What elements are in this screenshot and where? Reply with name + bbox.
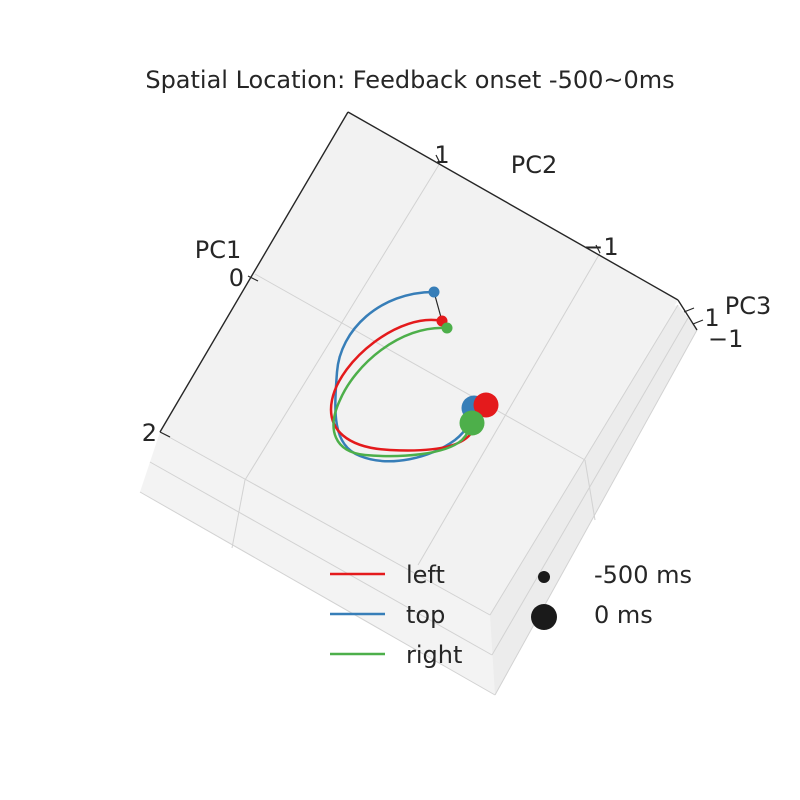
pc2-axis-line: [347, 111, 679, 301]
legend-start-time-label: -500 ms: [594, 561, 692, 589]
pc3-axis-line: [677, 299, 698, 331]
legend-small-marker: [538, 571, 550, 583]
legend-end-time-label: 0 ms: [594, 601, 653, 629]
pc1-axis-label: PC1: [195, 236, 242, 264]
legend-left-label: left: [406, 561, 445, 589]
pc1-tick-label-2: 2: [142, 419, 157, 447]
grid-lines: [139, 162, 698, 696]
top-pane: [160, 112, 678, 615]
trajectory-right-line: [332, 326, 474, 458]
right-end-marker: [459, 410, 485, 436]
pc1-axis-line: [159, 111, 349, 433]
legend-right-label: right: [406, 641, 462, 669]
legend-large-marker: [531, 604, 557, 630]
left-end-marker: [473, 392, 499, 418]
right-start-marker: [441, 322, 453, 334]
pc3-tick-label-neg1: −1: [708, 325, 743, 353]
legend-top-label: top: [406, 601, 445, 629]
pc2-axis-label: PC2: [511, 151, 558, 179]
axis-edges: [159, 111, 698, 433]
pc1-tick-label-0: 0: [229, 264, 244, 292]
pc3-tick-label-1: 1: [704, 304, 719, 332]
pc3-axis-label: PC3: [725, 292, 772, 320]
tick-marks: [159, 154, 704, 438]
chart-title: Spatial Location: Feedback onset -500~0m…: [145, 66, 674, 94]
top-start-marker: [428, 286, 440, 298]
side-pane-right: [490, 305, 697, 695]
pc2-tick-label-neg1: −1: [583, 233, 618, 261]
legend: left top right -500 ms 0 ms: [330, 561, 692, 669]
pc2-tick-label-1: 1: [434, 141, 449, 169]
